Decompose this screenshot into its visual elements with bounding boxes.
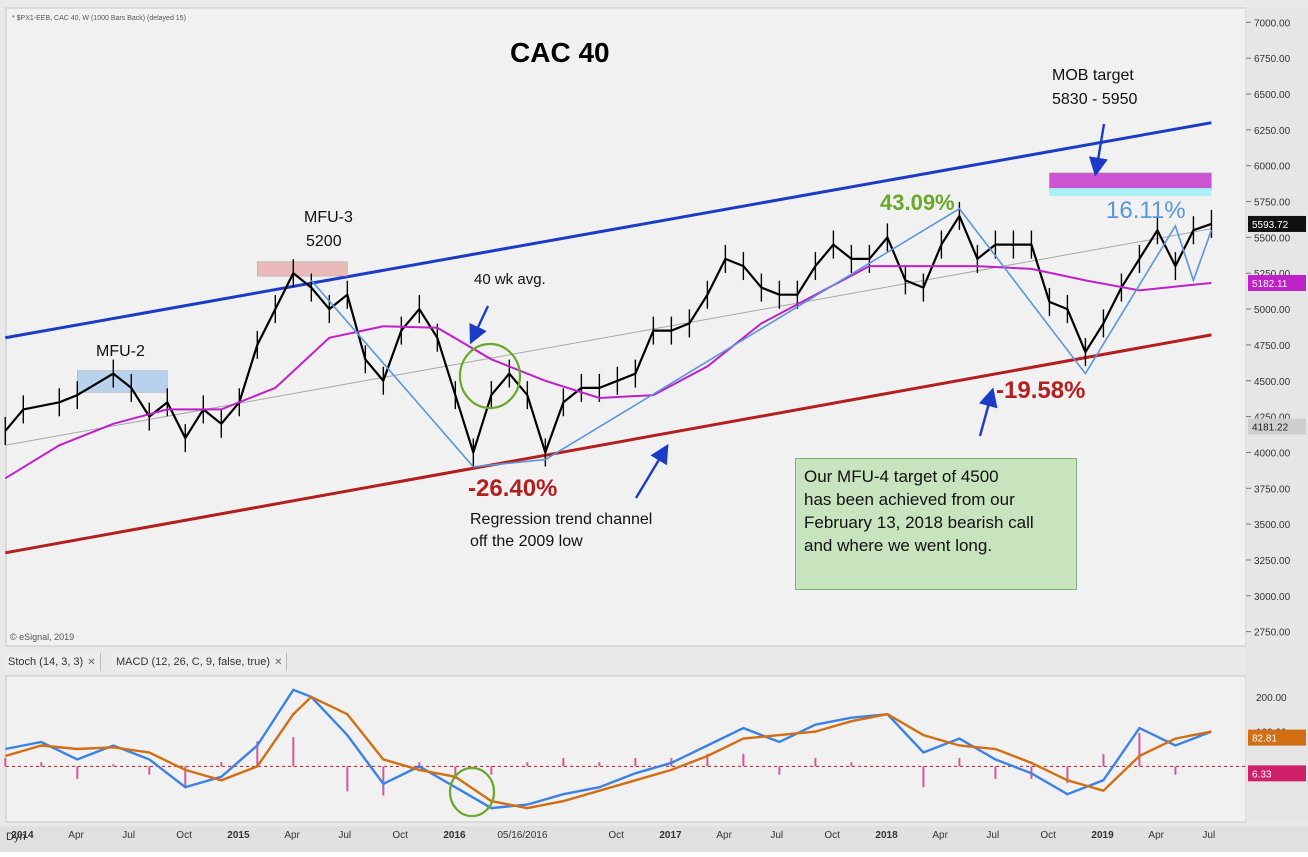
last-price-tag-bg	[1248, 215, 1306, 232]
price-tick-label: 6750.00	[1254, 54, 1291, 65]
price-tick-label: 3250.00	[1254, 556, 1291, 567]
x-tick-label: 2016	[443, 830, 466, 841]
arrow-channel	[634, 443, 669, 499]
x-tick-label: Jul	[986, 830, 999, 841]
note-line: and where we went long.	[804, 536, 993, 555]
x-tick-label: Oct	[824, 830, 840, 841]
close-icon[interactable]: ✕	[87, 656, 96, 668]
chart-title: CAC 40	[510, 37, 610, 68]
x-tick-label: Apr	[716, 830, 732, 841]
label-gain-2019: 16.11%	[1106, 197, 1186, 224]
label-loss-2018: -19.58%	[996, 377, 1085, 404]
label-mfu2: MFU-2	[96, 343, 145, 360]
signal-line	[4, 695, 1212, 810]
x-tick-label: 2018	[875, 830, 898, 841]
macd-value-tag: 82.81	[1252, 734, 1277, 745]
arrow-mob	[1088, 123, 1108, 177]
x-tick-label: Apr	[68, 830, 84, 841]
price-tick-label: 6000.00	[1254, 162, 1291, 173]
channel-upper-line	[5, 121, 1212, 340]
x-tick-label: Oct	[176, 830, 192, 841]
label-mob-name: MOB target	[1052, 67, 1134, 84]
x-tick-label: Apr	[932, 830, 948, 841]
last-price-tag: 5593.72	[1252, 220, 1289, 231]
price-series	[4, 214, 1212, 454]
x-tick-label: 2015	[227, 830, 250, 841]
label-mob-range: 5830 - 5950	[1052, 91, 1138, 108]
price-tick-label: 3000.00	[1254, 592, 1291, 603]
price-tick-label: 3500.00	[1254, 520, 1291, 531]
tab-macd-label: MACD (12, 26, C, 9, false, true)	[116, 656, 271, 668]
x-tick-label: 2017	[659, 830, 682, 841]
indicator-tick-label: 200.00	[1256, 693, 1287, 704]
x-tick-label: 2014	[11, 830, 34, 841]
hist-value-tag: 6.33	[1252, 769, 1272, 780]
price-tick-label: 6250.00	[1254, 126, 1291, 137]
price-tick-label: 4250.00	[1254, 413, 1291, 424]
ma-series	[4, 265, 1212, 480]
label-loss-2016: -26.40%	[468, 475, 557, 502]
note-line: February 13, 2018 bearish call	[804, 513, 1034, 532]
price-tick-label: 5750.00	[1254, 198, 1291, 209]
x-tick-label: Apr	[1148, 830, 1164, 841]
price-tick-label: 5250.00	[1254, 269, 1291, 280]
label-ma: 40 wk avg.	[474, 271, 546, 288]
note-line: has been achieved from our	[804, 490, 1015, 509]
symbol-header: * $PX1-EEB, CAC 40, W (1000 Bars Back) (…	[12, 15, 186, 22]
zone-3	[1049, 172, 1212, 191]
x-tick-label: Jul	[770, 830, 783, 841]
price-tick-label: 5500.00	[1254, 233, 1291, 244]
copyright-text: © eSignal, 2019	[10, 632, 74, 642]
label-gain-2018: 43.09%	[880, 190, 955, 215]
price-tick-label: 6500.00	[1254, 90, 1291, 101]
note-line: Our MFU-4 target of 4500	[804, 467, 999, 486]
channel-lower-line	[5, 333, 1212, 555]
price-tick-label: 4000.00	[1254, 448, 1291, 459]
note-box: Our MFU-4 target of 4500 has been achiev…	[795, 458, 1077, 590]
price-tick-label: 4750.00	[1254, 341, 1291, 352]
highlight-circle-macd	[448, 766, 496, 818]
mob-zone-cyan	[1049, 188, 1212, 197]
x-tick-label: Oct	[1040, 830, 1056, 841]
x-tick-label: Oct	[608, 830, 624, 841]
macd-value-tag-bg	[1248, 729, 1306, 746]
price-scale-background	[1246, 8, 1308, 822]
ma-value-tag-bg	[1248, 274, 1306, 291]
indicator-panel	[5, 675, 1247, 823]
price-tick-label: 4500.00	[1254, 377, 1291, 388]
price-tick-label: 7000.00	[1254, 18, 1291, 29]
x-tick-label: 2019	[1091, 830, 1114, 841]
dyn-label: Dyn	[6, 831, 26, 843]
x-tick-label: Jul	[1202, 830, 1215, 841]
x-tick-label: Oct	[392, 830, 408, 841]
label-mfu3-name: MFU-3	[304, 209, 353, 226]
channel-value-tag-bg	[1248, 418, 1306, 435]
price-tick-label: 2750.00	[1254, 628, 1291, 639]
arrow-ma	[469, 305, 490, 345]
price-tick-label: 3750.00	[1254, 484, 1291, 495]
channel-value-tag: 4181.22	[1252, 422, 1289, 433]
label-channel-2: off the 2009 low	[470, 533, 583, 550]
tab-stoch[interactable]: Stoch (14, 3, 3) ✕	[4, 653, 101, 671]
swing-lines	[310, 207, 1213, 468]
x-tick-label: Jul	[338, 830, 351, 841]
x-tick-label: Jul	[122, 830, 135, 841]
price-tick-label: 5000.00	[1254, 305, 1291, 316]
tab-macd[interactable]: MACD (12, 26, C, 9, false, true) ✕	[112, 653, 288, 671]
ma-value-tag: 5182.11	[1252, 279, 1288, 290]
x-axis-background	[0, 826, 1308, 852]
zone-2	[257, 261, 348, 277]
x-tick-label: 05/16/2016	[497, 830, 547, 841]
macd-line	[5, 688, 1212, 810]
highlight-circle-price	[458, 342, 522, 410]
tab-stoch-label: Stoch (14, 3, 3)	[8, 656, 84, 668]
hist-value-tag-bg	[1248, 765, 1306, 782]
arrow-mfu4	[978, 387, 998, 437]
x-tick-label: Apr	[284, 830, 300, 841]
label-channel-1: Regression trend channel	[470, 511, 652, 528]
close-icon[interactable]: ✕	[274, 656, 283, 668]
label-mfu3-value: 5200	[306, 233, 342, 250]
